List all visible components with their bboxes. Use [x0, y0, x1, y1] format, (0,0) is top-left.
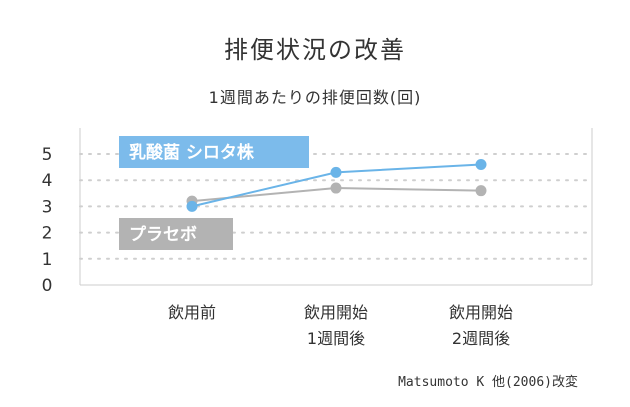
y-tick-label: 4 [42, 171, 53, 191]
data-point [475, 185, 487, 197]
series-lines [186, 158, 487, 212]
y-tick-labels: 0 1 2 3 4 5 [42, 145, 53, 296]
x-category-label: 飲用開始 [304, 303, 368, 322]
x-category-label: 飲用前 [168, 303, 216, 322]
x-category-label: 1週間後 [307, 329, 365, 348]
data-point [475, 158, 487, 170]
x-category-label: 2週間後 [452, 329, 510, 348]
legend-label: 乳酸菌 シロタ株 [129, 142, 255, 163]
y-tick-label: 0 [42, 276, 53, 296]
legend-box [119, 218, 233, 250]
chart-subtitle: 1週間あたりの排便回数(回) [208, 88, 422, 107]
x-tick-labels: 飲用前 飲用開始 1週間後 飲用開始 2週間後 [168, 303, 513, 348]
legend-label: プラセボ [129, 224, 197, 245]
y-tick-label: 2 [42, 224, 53, 244]
y-tick-label: 5 [42, 145, 53, 165]
data-point [186, 200, 198, 212]
y-tick-label: 1 [42, 250, 53, 270]
x-category-label: 飲用開始 [449, 303, 513, 322]
legend-box [119, 136, 309, 168]
data-point [330, 166, 342, 178]
data-point [330, 182, 342, 194]
gridlines [79, 128, 593, 286]
source-note: Matsumoto K 他(2006)改変 [398, 375, 578, 390]
y-tick-label: 3 [42, 197, 53, 217]
chart-title: 排便状況の改善 [224, 36, 406, 64]
